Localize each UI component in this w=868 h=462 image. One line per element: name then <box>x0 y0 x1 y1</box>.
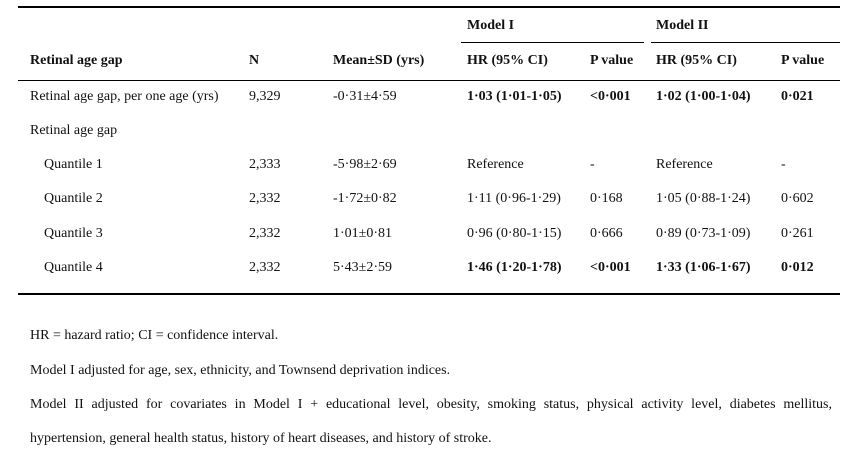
model1-underline <box>461 42 644 43</box>
row-label: Quantile 3 <box>44 226 103 241</box>
footnote-model1: Model I adjusted for age, sex, ethnicity… <box>30 363 451 378</box>
row-p-model2: 0·012 <box>781 260 814 275</box>
row-n: 2,332 <box>249 260 281 275</box>
col-header-p-model1: P value <box>590 53 634 68</box>
col-header-hr-model1: HR (95% CI) <box>467 53 548 68</box>
row-p-model1: <0·001 <box>590 260 631 275</box>
row-mean-sd: -5·98±2·69 <box>333 157 397 172</box>
model1-header: Model I <box>467 18 515 33</box>
row-label: Quantile 4 <box>44 260 103 275</box>
col-header-p-model2: P value <box>781 53 825 68</box>
row-hr-model1: 0·96 (0·80-1·15) <box>467 226 562 241</box>
row-mean-sd: 1·01±0·81 <box>333 226 393 241</box>
row-hr-model1: 1·03 (1·01-1·05) <box>467 89 562 104</box>
table-header-rule <box>18 80 840 81</box>
row-hr-model2: 1·02 (1·00-1·04) <box>656 89 751 104</box>
row-hr-model1: 1·11 (0·96-1·29) <box>467 191 561 206</box>
row-hr-model2: 1·05 (0·88-1·24) <box>656 191 751 206</box>
model2-header: Model II <box>656 18 709 33</box>
row-hr-model2: Reference <box>656 157 713 172</box>
row-hr-model2: 1·33 (1·06-1·67) <box>656 260 751 275</box>
col-header-retinal-age-gap: Retinal age gap <box>30 53 123 68</box>
col-header-n: N <box>249 53 260 68</box>
footnote-model2-line2: hypertension, general health status, his… <box>30 431 492 446</box>
row-mean-sd: -1·72±0·82 <box>333 191 397 206</box>
row-hr-model1: 1·46 (1·20-1·78) <box>467 260 562 275</box>
row-hr-model1: Reference <box>467 157 524 172</box>
footnote-abbreviations: HR = hazard ratio; CI = confidence inter… <box>30 328 279 343</box>
row-p-model1: 0·168 <box>590 191 623 206</box>
row-p-model2: 0·602 <box>781 191 814 206</box>
row-label: Quantile 1 <box>44 157 103 172</box>
row-p-model2: 0·021 <box>781 89 814 104</box>
row-label: Quantile 2 <box>44 191 103 206</box>
row-n: 2,332 <box>249 191 281 206</box>
row-p-model2: - <box>781 157 786 172</box>
row-p-model1: <0·001 <box>590 89 631 104</box>
row-hr-model2: 0·89 (0·73-1·09) <box>656 226 751 241</box>
row-label: Retinal age gap <box>30 123 118 138</box>
row-n: 9,329 <box>249 89 281 104</box>
footnote-model2-line1: Model II adjusted for covariates in Mode… <box>30 397 832 412</box>
model2-underline <box>651 42 840 43</box>
table-top-rule <box>18 6 840 8</box>
row-n: 2,332 <box>249 226 281 241</box>
row-p-model1: - <box>590 157 595 172</box>
row-mean-sd: -0·31±4·59 <box>333 89 397 104</box>
row-mean-sd: 5·43±2·59 <box>333 260 393 275</box>
table-bottom-rule <box>18 293 840 295</box>
row-p-model1: 0·666 <box>590 226 623 241</box>
row-label: Retinal age gap, per one age (yrs) <box>30 89 219 104</box>
col-header-mean-sd: Mean±SD (yrs) <box>333 53 425 68</box>
row-n: 2,333 <box>249 157 281 172</box>
col-header-hr-model2: HR (95% CI) <box>656 53 737 68</box>
row-p-model2: 0·261 <box>781 226 814 241</box>
